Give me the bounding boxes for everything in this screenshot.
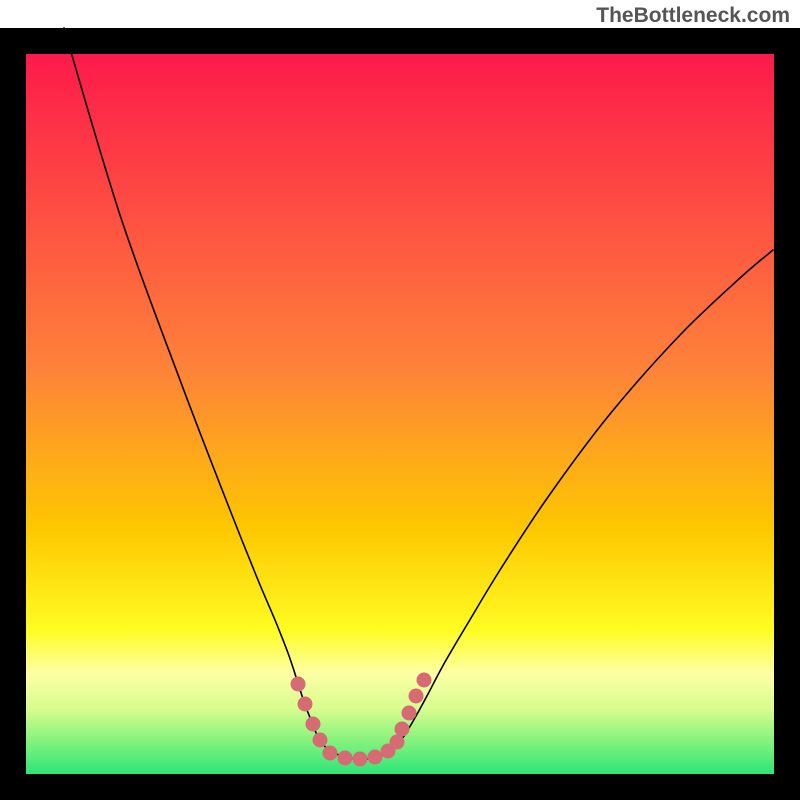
plot-gradient-area [26,54,774,774]
frame-top [0,28,800,54]
frame-left [0,28,26,800]
watermark-text: TheBottleneck.com [596,4,790,28]
frame-right [774,28,800,800]
chart-root: TheBottleneck.com [0,0,800,800]
frame-bottom [0,774,800,800]
